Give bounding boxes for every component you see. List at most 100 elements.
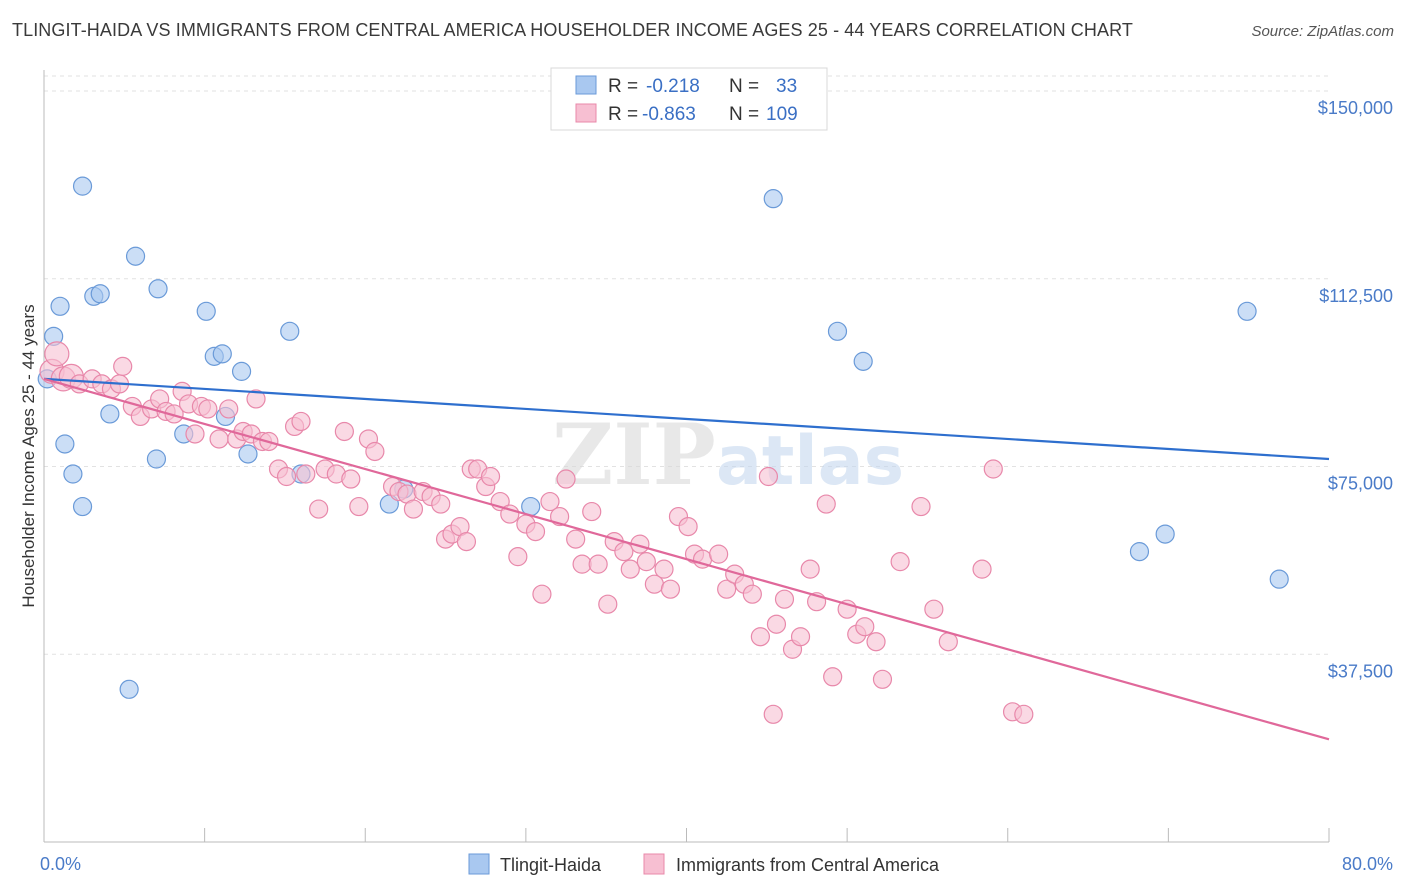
central-america-point xyxy=(276,466,297,487)
legend-box xyxy=(550,67,828,131)
watermark-atlas: atlas xyxy=(716,422,904,501)
legend-swatch-pink xyxy=(575,103,597,123)
central-america-point xyxy=(525,521,546,542)
tlingit-trend-line xyxy=(43,377,1330,461)
central-america-point xyxy=(866,632,886,652)
central-america-point xyxy=(198,399,218,419)
tlingit-point xyxy=(853,351,873,371)
central-america-point xyxy=(911,496,931,517)
central-america-point xyxy=(598,594,618,614)
central-america-point xyxy=(855,617,875,637)
central-america-point xyxy=(983,459,1003,479)
series-legend-swatch-central-america xyxy=(643,853,665,875)
central-america-point xyxy=(219,399,239,419)
chart-title: TLINGIT-HAIDA VS IMMIGRANTS FROM CENTRAL… xyxy=(12,20,1133,40)
central-america-point xyxy=(742,584,762,604)
legend-n-value-2: 109 xyxy=(766,104,798,125)
tlingit-point xyxy=(100,404,120,424)
central-america-point xyxy=(556,469,576,489)
legend-r-value-1: -0.218 xyxy=(646,76,700,97)
central-america-point xyxy=(309,499,329,519)
central-america-point xyxy=(403,499,424,519)
legend-r-value-2: -0.863 xyxy=(642,104,696,125)
central-america-point xyxy=(678,516,698,537)
central-america-point xyxy=(540,491,560,512)
tlingit-point xyxy=(148,279,168,299)
central-america-point xyxy=(349,496,369,517)
series-legend-label-tlingit: Tlingit-Haida xyxy=(500,855,602,875)
central-america-point xyxy=(924,599,944,619)
tlingit-point xyxy=(50,296,70,316)
central-america-point xyxy=(341,469,361,489)
central-america-point xyxy=(654,559,674,579)
watermark: ZIP atlas xyxy=(552,405,904,504)
axes: $37,500 $75,000 $112,500 $150,000 0.0% 80.0% xyxy=(40,70,1393,874)
y-axis-label: Householder Income Ages 25 - 44 years xyxy=(19,304,38,607)
tlingit-point xyxy=(146,449,167,469)
legend-n-value-1: 33 xyxy=(776,76,797,97)
legend-swatch-blue xyxy=(575,75,597,95)
central-america-point xyxy=(480,466,501,487)
central-america-point xyxy=(1014,704,1034,724)
chart-source: Source: ZipAtlas.com xyxy=(1251,23,1394,40)
tlingit-point xyxy=(1237,301,1257,321)
central-america-point xyxy=(296,464,316,484)
tlingit-point xyxy=(1155,524,1175,544)
central-america-point xyxy=(660,579,681,599)
legend-r-label-1: R = xyxy=(608,76,638,97)
y-tick-label: $112,500 xyxy=(1319,286,1393,306)
central-america-point xyxy=(750,627,770,647)
tlingit-point xyxy=(125,246,146,266)
legend-n-label-1: N = xyxy=(729,76,759,97)
tlingit-point xyxy=(55,434,75,454)
correlation-legend: R = -0.218 N = 33 R = -0.863 N = 109 xyxy=(550,67,828,131)
central-america-point xyxy=(816,494,836,514)
central-america-point xyxy=(614,542,634,562)
central-america-point xyxy=(588,554,608,574)
central-america-point xyxy=(431,494,451,514)
series-legend-swatch-tlingit xyxy=(468,853,490,875)
central-america-point xyxy=(365,441,385,462)
central-america-point xyxy=(532,584,552,604)
central-america-point xyxy=(774,589,795,609)
central-america-point xyxy=(790,627,811,647)
central-america-point xyxy=(185,424,205,444)
central-america-point xyxy=(582,501,602,522)
central-america-point xyxy=(334,421,354,442)
central-america-point xyxy=(763,704,783,724)
tlingit-point xyxy=(72,176,93,196)
legend-r-label-2: R = xyxy=(608,104,638,125)
central-america-point xyxy=(44,341,70,367)
watermark-zip: ZIP xyxy=(552,405,716,504)
central-america-point xyxy=(566,529,586,549)
y-tick-label: $37,500 xyxy=(1328,661,1393,681)
series-legend-label-central-america: Immigrants from Central America xyxy=(676,855,940,875)
central-america-point xyxy=(709,544,729,564)
legend-n-label-2: N = xyxy=(729,104,759,125)
tlingit-point xyxy=(280,321,300,341)
central-america-point xyxy=(508,547,528,567)
central-america-point xyxy=(291,411,311,432)
tlingit-point xyxy=(196,301,216,321)
tlingit-point xyxy=(827,321,848,341)
tlingit-point xyxy=(238,444,258,464)
central-america-point xyxy=(890,552,910,572)
central-america-point xyxy=(972,559,992,579)
central-america-point xyxy=(246,389,266,409)
central-america-point xyxy=(758,466,779,487)
x-tick-label: 80.0% xyxy=(1342,854,1393,874)
y-tick-label: $150,000 xyxy=(1318,98,1393,118)
central-america-point xyxy=(456,532,477,552)
tlingit-point xyxy=(90,284,110,304)
series-legend: Tlingit-Haida Immigrants from Central Am… xyxy=(468,853,940,875)
central-america-point xyxy=(550,506,570,527)
central-america-point xyxy=(572,554,592,574)
tlingit-point xyxy=(212,344,232,364)
tlingit-point xyxy=(1129,542,1150,562)
central-america-point xyxy=(717,579,737,599)
trend-lines xyxy=(43,377,1330,741)
tlingit-point xyxy=(1269,569,1289,589)
central-america-point xyxy=(620,559,640,579)
central-america-point xyxy=(872,669,893,689)
